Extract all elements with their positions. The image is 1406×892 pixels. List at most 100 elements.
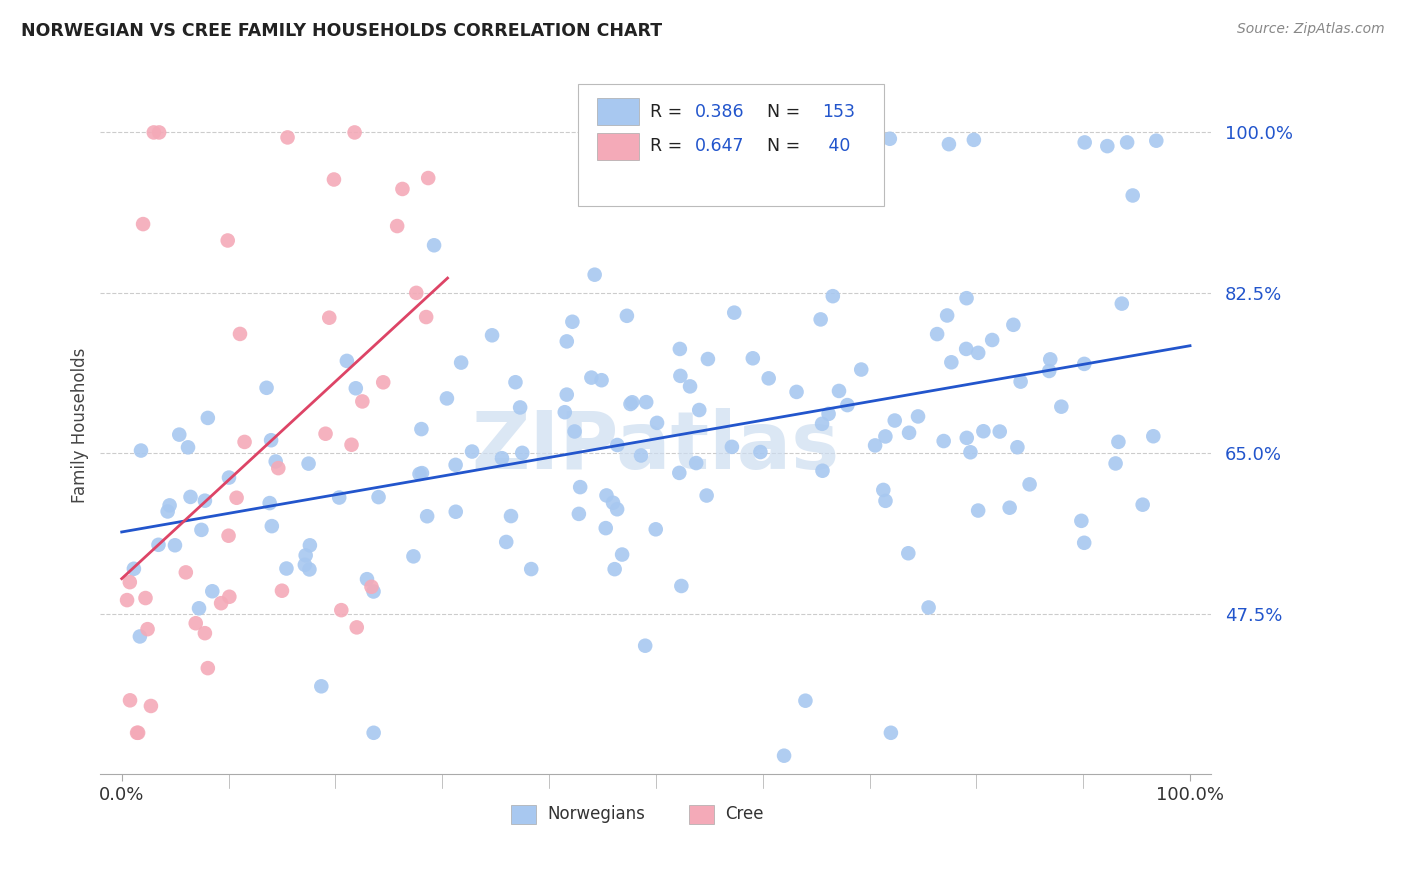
Point [318,310,340,325]
Point [134,591,156,605]
Point [411,422,433,436]
Point [298,562,321,576]
Point [311,679,333,693]
Point [1073,136,1095,150]
Point [696,351,718,366]
Text: N =: N = [756,137,806,155]
Point [450,356,472,370]
Point [259,496,281,510]
Point [1122,188,1144,202]
Point [811,417,834,431]
Point [344,381,367,395]
Point [373,376,395,390]
Point [188,601,211,615]
Point [773,748,796,763]
Point [129,443,152,458]
Text: Cree: Cree [724,805,763,823]
Point [520,562,543,576]
Text: Norwegians: Norwegians [547,805,645,823]
Point [495,535,517,549]
Point [668,466,690,480]
Point [148,538,170,552]
Text: NORWEGIAN VS CREE FAMILY HOUSEHOLDS CORRELATION CHART: NORWEGIAN VS CREE FAMILY HOUSEHOLDS CORR… [21,22,662,40]
Point [436,392,458,406]
Point [294,549,316,563]
Point [963,133,986,147]
Point [669,342,692,356]
Point [786,384,808,399]
Point [1111,296,1133,310]
Point [201,584,224,599]
Point [749,133,772,147]
Point [197,661,219,675]
Point [391,182,413,196]
Point [256,381,278,395]
Point [444,458,467,472]
Point [481,328,503,343]
Point [402,549,425,564]
Point [602,496,624,510]
Point [810,312,832,326]
Point [509,401,531,415]
Point [636,395,658,409]
Point [510,446,533,460]
Point [645,416,668,430]
Point [179,490,201,504]
Point [184,616,207,631]
Text: 153: 153 [823,103,855,120]
Point [696,489,718,503]
Point [197,411,219,425]
Point [159,499,181,513]
Point [330,603,353,617]
Point [941,355,963,369]
Point [136,622,159,636]
Point [194,493,217,508]
Point [863,438,886,452]
Point [336,354,359,368]
Point [568,507,591,521]
Point [356,572,378,586]
Point [1007,440,1029,454]
Point [385,219,408,233]
Point [967,503,990,517]
Point [872,483,894,497]
Point [741,351,763,366]
Point [879,132,901,146]
Point [955,291,977,305]
Point [190,523,212,537]
Point [1038,364,1060,378]
Point [340,438,363,452]
Bar [689,805,714,824]
Point [1018,477,1040,491]
Point [163,538,186,552]
Point [811,464,834,478]
Point [555,387,578,401]
Point [127,726,149,740]
Point [264,454,287,468]
Point [555,334,578,349]
Point [233,434,256,449]
Point [828,384,851,398]
Point [832,134,855,148]
Point [591,373,613,387]
Point [616,309,638,323]
Text: R =: R = [651,103,688,120]
Point [499,509,522,524]
Point [122,562,145,576]
Point [938,137,960,152]
Point [118,693,141,707]
Point [367,490,389,504]
FancyBboxPatch shape [578,85,883,206]
Point [142,125,165,139]
Point [932,434,955,448]
Point [621,395,644,409]
Point [554,405,576,419]
Point [1097,139,1119,153]
Point [218,529,240,543]
Point [880,726,903,740]
Point [1070,514,1092,528]
Point [603,562,626,576]
Point [758,371,780,385]
Point [821,289,844,303]
Point [1142,429,1164,443]
